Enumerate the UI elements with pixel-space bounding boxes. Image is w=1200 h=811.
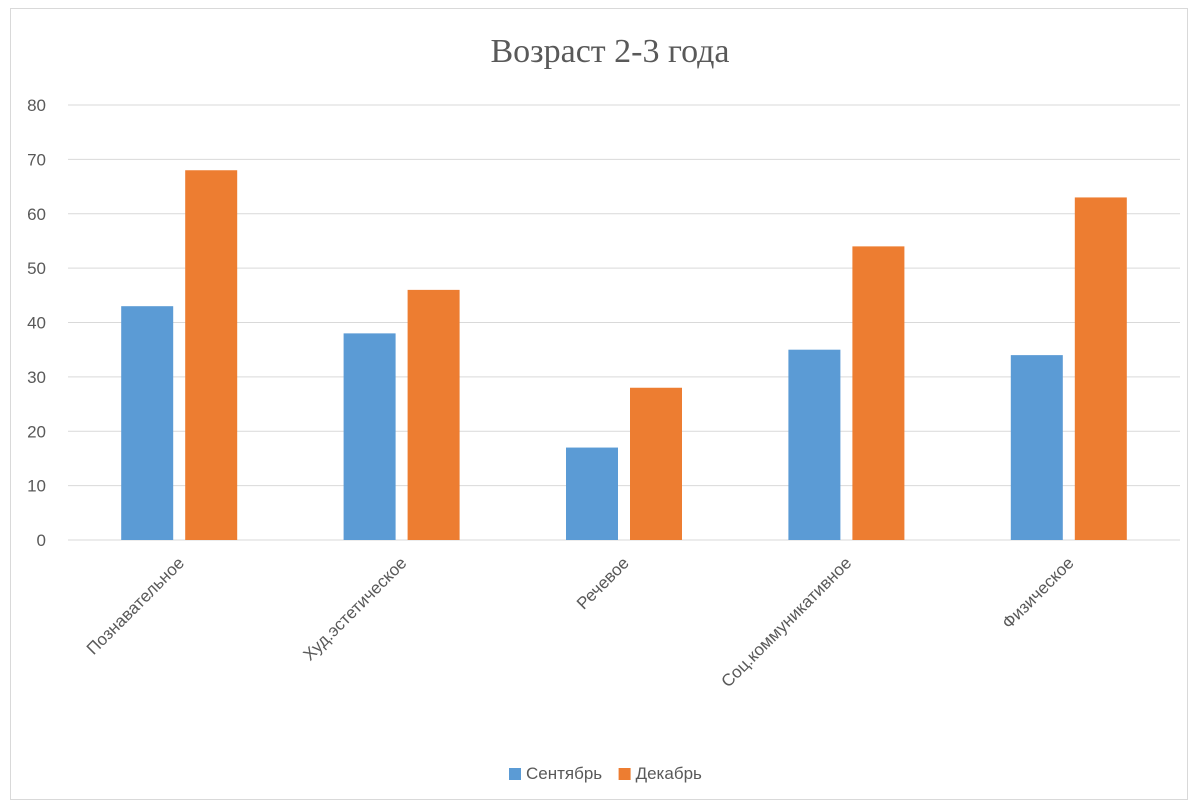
legend-label: Сентябрь [526,764,602,783]
bar-december [852,246,905,540]
category-label: Худ.эстетическое [300,553,411,664]
y-tick-label: 70 [27,150,46,169]
bar-september [566,447,618,540]
bar-september [343,333,396,540]
legend-swatch [509,768,521,780]
bar-september [788,349,841,540]
category-label: Соц.коммуникативное [718,553,856,691]
y-tick-label: 30 [27,368,46,387]
legend-label: Декабрь [636,764,702,783]
y-tick-label: 80 [27,96,46,115]
bar-september [121,306,174,540]
bar-september [1010,355,1063,540]
chart-title: Возраст 2-3 года [491,33,730,70]
legend-swatch [618,768,631,780]
y-tick-label: 20 [27,422,46,441]
category-label: Познавательное [83,553,188,658]
bar-december [185,170,238,540]
y-tick-label: 50 [27,259,46,278]
y-tick-label: 40 [27,314,46,333]
y-tick-label: 10 [27,477,46,496]
category-label: Физическое [998,553,1077,632]
bar-december [630,387,682,540]
category-label: Речевое [573,553,633,613]
bar-december [1074,197,1127,540]
y-tick-label: 0 [37,531,46,550]
y-tick-label: 60 [27,205,46,224]
bar-december [407,289,460,540]
